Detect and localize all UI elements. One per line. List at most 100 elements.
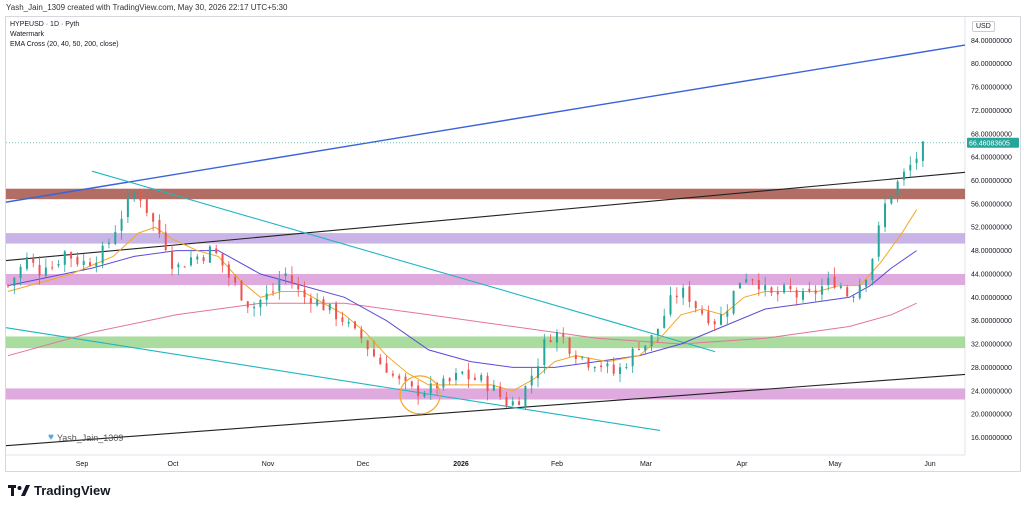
candle-body <box>13 277 16 286</box>
candle-body <box>921 141 924 161</box>
candle-body <box>808 288 811 292</box>
candle-body <box>328 304 331 311</box>
candle-body <box>95 262 98 267</box>
candle-body <box>884 203 887 228</box>
tradingview-icon <box>8 484 30 496</box>
y-tick-label: 64.00000000 <box>971 155 1012 162</box>
candle-body <box>902 171 905 180</box>
candle-body <box>183 266 186 268</box>
candle-body <box>890 195 893 204</box>
candle-body <box>707 311 710 324</box>
candle-body <box>278 278 281 292</box>
candle-body <box>505 397 508 407</box>
candle-body <box>764 285 767 291</box>
candle-body <box>284 273 287 277</box>
candle-body <box>303 289 306 298</box>
watermark-label[interactable]: Watermark <box>10 31 44 38</box>
currency-button[interactable]: USD <box>972 21 995 32</box>
y-tick-label: 40.00000000 <box>971 295 1012 302</box>
y-tick-label: 44.00000000 <box>971 271 1012 278</box>
zone-magenta-zone-44 <box>6 273 965 286</box>
x-tick-label: Feb <box>551 461 563 468</box>
trendline-cyan-descending-lower <box>5 327 661 432</box>
candle-body <box>751 279 754 281</box>
brand-name: TradingView <box>34 483 111 498</box>
candle-body <box>858 284 861 299</box>
candle-body <box>164 232 167 251</box>
candle-body <box>158 219 161 234</box>
candle-body <box>171 251 174 269</box>
indicator-label[interactable]: EMA Cross (20, 40, 50, 200, close) <box>10 41 119 48</box>
candle-body <box>454 373 457 381</box>
candle-body <box>120 218 123 231</box>
candle-body <box>738 282 741 289</box>
y-tick-label: 48.00000000 <box>971 248 1012 255</box>
candle-body <box>145 198 148 213</box>
x-tick-label: Jun <box>924 461 935 468</box>
candle-body <box>789 285 792 290</box>
candle-body <box>675 295 678 298</box>
heart-icon: ♥ <box>48 432 54 443</box>
candle-body <box>404 376 407 381</box>
y-tick-label: 68.00000000 <box>971 131 1012 138</box>
symbol-label[interactable]: HYPEUSD · 1D · Pyth <box>10 21 80 28</box>
candle-body <box>7 285 9 287</box>
candle-body <box>682 287 685 298</box>
y-tick-label: 52.00000000 <box>971 225 1012 232</box>
candle-body <box>417 385 420 396</box>
candle-body <box>82 260 85 265</box>
trendline-blue-upper-trend <box>5 44 966 203</box>
candle-body <box>335 303 338 320</box>
candle-body <box>865 279 868 287</box>
zone-green-zone-32 <box>6 336 965 349</box>
candle-body <box>606 363 609 367</box>
tradingview-logo[interactable]: TradingView <box>8 483 110 498</box>
x-tick-label: 2026 <box>453 461 469 468</box>
candle-body <box>776 291 779 295</box>
candle-body <box>877 225 880 257</box>
candle-body <box>467 369 470 380</box>
candle-body <box>593 366 596 369</box>
candle-body <box>896 181 899 196</box>
candle-body <box>562 333 565 337</box>
y-tick-label: 28.00000000 <box>971 365 1012 372</box>
candle-body <box>644 345 647 351</box>
candle-body <box>246 301 249 308</box>
candle-body <box>461 371 464 374</box>
y-tick-label: 80.00000000 <box>971 61 1012 68</box>
annotation-circle <box>399 375 441 415</box>
candle-body <box>221 253 224 266</box>
candle-body <box>347 321 350 324</box>
x-tick-label: Dec <box>357 461 370 468</box>
trendline-cyan-descending-upper <box>91 170 716 353</box>
x-tick-label: Nov <box>262 461 275 468</box>
candle-body <box>820 286 823 295</box>
candle-body <box>688 286 691 302</box>
candle-body <box>290 275 293 284</box>
candle-body <box>25 257 28 269</box>
candle-body <box>726 311 729 317</box>
candle-body <box>518 401 521 406</box>
last-price-label: 66.46083605 <box>969 140 1010 147</box>
candle-body <box>133 194 136 199</box>
y-tick-label: 84.00000000 <box>971 38 1012 45</box>
candle-body <box>322 299 325 311</box>
y-tick-label: 60.00000000 <box>971 178 1012 185</box>
candle-body <box>196 256 199 260</box>
candle-body <box>783 284 786 293</box>
candle-body <box>297 284 300 290</box>
candle-body <box>57 263 60 266</box>
last-price-label-bg <box>967 137 1019 148</box>
candle-body <box>631 348 634 367</box>
candle-body <box>757 280 760 290</box>
zone-purple-zone <box>6 233 965 244</box>
candle-body <box>600 365 603 368</box>
candle-body <box>259 299 262 308</box>
candle-body <box>341 317 344 322</box>
candle-body <box>612 364 615 374</box>
candle-body <box>511 401 514 406</box>
candle-body <box>871 258 874 280</box>
author-name: Yash_Jain_1309 <box>56 432 124 443</box>
candle-body <box>846 287 849 297</box>
